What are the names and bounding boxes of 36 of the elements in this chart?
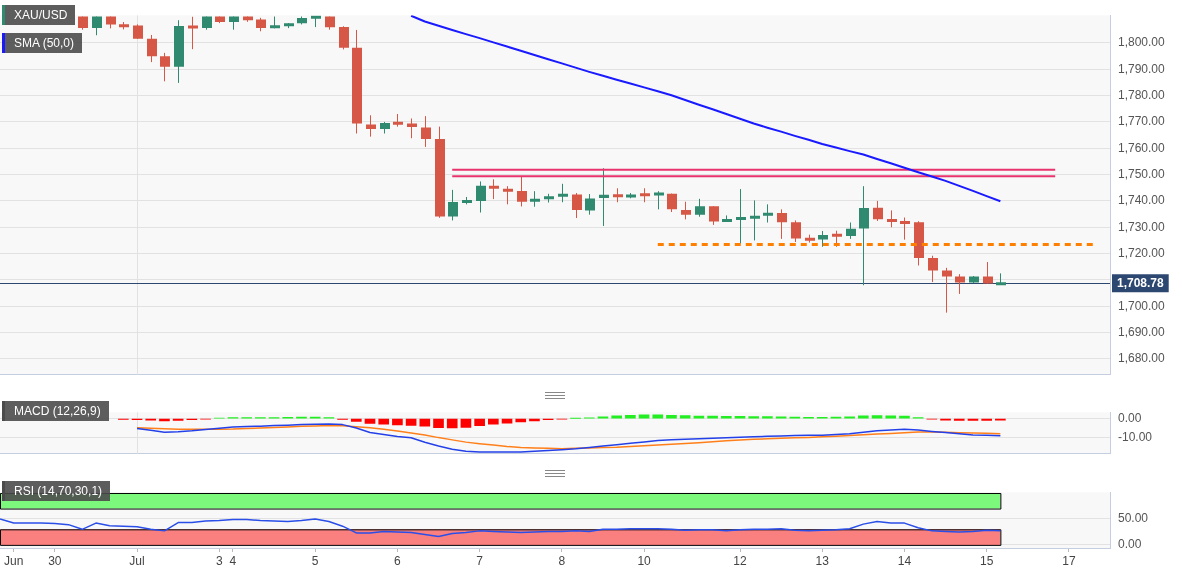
- y-tick-label: 0.00: [1118, 410, 1142, 425]
- x-tick-label: 30: [48, 553, 62, 568]
- y-tick-label: 50.00: [1118, 511, 1149, 526]
- y-tick-label: 1,780.00: [1118, 87, 1166, 102]
- x-tick-label: Jul: [129, 553, 145, 568]
- x-tick-label: 14: [897, 553, 912, 568]
- y-tick-label: 1,730.00: [1118, 219, 1166, 234]
- y-tick-label: 1,700.00: [1118, 298, 1166, 313]
- y-tick-label: 0.00: [1118, 537, 1142, 552]
- chart-title: RSI (14,70,30,1): [2, 481, 111, 501]
- y-tick-label: 1,790.00: [1118, 61, 1166, 76]
- y-tick-label: -10.00: [1118, 429, 1153, 444]
- y-tick-label: 1,750.00: [1118, 166, 1166, 181]
- y-tick-label: 1,720.00: [1118, 245, 1166, 260]
- x-tick-label: 10: [637, 553, 652, 568]
- x-tick-label: 13: [815, 553, 830, 568]
- x-tick-label: 8: [558, 553, 566, 568]
- x-tick-label: 4: [229, 553, 237, 568]
- chart-title: MACD (12,26,9): [2, 401, 109, 421]
- y-tick-label: 1,770.00: [1118, 114, 1166, 129]
- y-tick-label: 1,760.00: [1118, 140, 1166, 155]
- x-tick-label: 3: [215, 553, 223, 568]
- x-tick-label: 17: [1062, 553, 1076, 568]
- x-tick-label: 15: [979, 553, 994, 568]
- y-tick-label: 1,800.00: [1118, 35, 1166, 50]
- x-tick-label: 7: [476, 553, 484, 568]
- x-tick-label: 5: [311, 553, 319, 568]
- y-tick-label: 1,680.00: [1118, 351, 1166, 366]
- x-tick-label: Jun: [4, 553, 24, 568]
- ref-line-label: 1,708.78: [1117, 276, 1165, 291]
- x-tick-label: 12: [733, 553, 747, 568]
- legend-label: SMA (50,0): [2, 33, 83, 53]
- y-tick-label: 1,740.00: [1118, 193, 1166, 208]
- y-tick-label: 1,690.00: [1118, 324, 1166, 339]
- legend-label: XAU/USD: [2, 5, 76, 25]
- x-tick-label: 6: [394, 553, 402, 568]
